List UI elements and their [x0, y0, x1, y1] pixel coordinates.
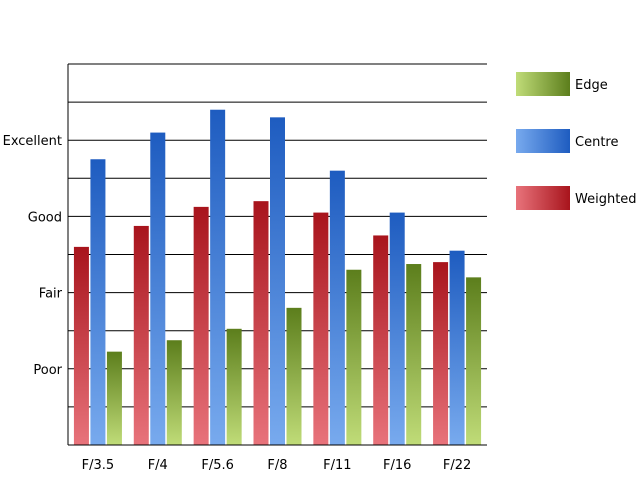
x-tick-label: F/4: [148, 458, 168, 473]
legend-swatch-edge: [516, 72, 570, 96]
x-tick-label: F/11: [323, 458, 351, 473]
bar-edge-1: [166, 340, 182, 445]
legend-label-edge: Edge: [575, 78, 608, 93]
x-tick-label: F/3.5: [82, 458, 115, 473]
y-tick-label: Good: [28, 210, 62, 225]
bar-weighted-3: [253, 201, 269, 445]
x-tick-label: F/22: [443, 458, 471, 473]
bar-weighted-4: [313, 212, 329, 445]
bar-edge-2: [226, 328, 242, 445]
bar-centre-4: [329, 170, 345, 445]
bar-edge-6: [466, 277, 482, 445]
bar-centre-3: [270, 117, 285, 445]
legend-swatch-weighted: [516, 186, 570, 210]
x-tick-label: F/5.6: [201, 458, 234, 473]
bar-edge-0: [106, 351, 122, 445]
bar-centre-2: [210, 109, 226, 445]
bar-edge-5: [406, 264, 422, 445]
bar-centre-6: [449, 250, 465, 445]
legend-label-centre: Centre: [575, 135, 618, 150]
legend-label-weighted: Weighted: [575, 192, 637, 207]
bar-edge-4: [346, 269, 362, 445]
bar-edge-3: [286, 307, 302, 445]
bar-weighted-6: [433, 262, 449, 445]
y-tick-label: Fair: [39, 287, 63, 302]
bar-weighted-2: [193, 206, 209, 445]
bar-weighted-1: [133, 225, 149, 445]
bar-centre-5: [389, 212, 405, 445]
bar-centre-0: [90, 159, 106, 445]
bar-weighted-0: [73, 246, 89, 445]
bar-centre-1: [150, 132, 166, 445]
y-tick-label: Excellent: [3, 134, 62, 149]
x-tick-label: F/16: [383, 458, 411, 473]
bar-weighted-5: [373, 235, 389, 445]
x-tick-label: F/8: [267, 458, 287, 473]
y-tick-label: Poor: [33, 363, 62, 378]
legend-swatch-centre: [516, 129, 570, 153]
